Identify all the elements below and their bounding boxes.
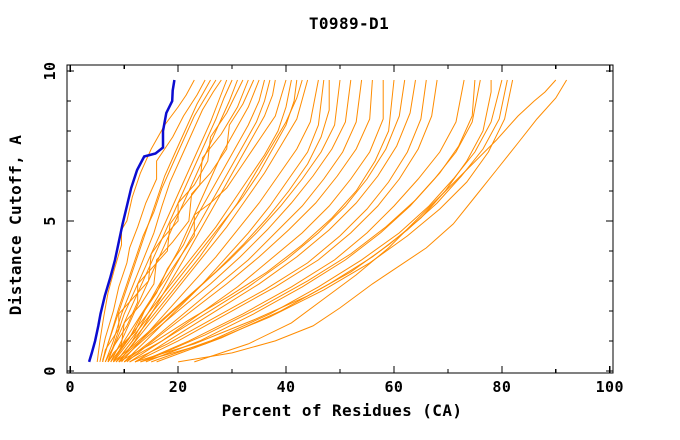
x-tick-label: 20 <box>169 378 188 396</box>
curve-model-29 <box>118 79 395 363</box>
curve-reference-model-blue <box>87 79 176 363</box>
curve-model-38 <box>156 79 508 363</box>
x-tick-label: 40 <box>277 378 296 396</box>
curve-model-23 <box>113 80 330 363</box>
curve-model-31 <box>134 79 416 363</box>
curve-model-09 <box>102 79 244 363</box>
curve-model-33 <box>134 79 438 363</box>
x-tick-label: 60 <box>385 378 404 396</box>
y-tick-label: 10 <box>41 62 59 81</box>
y-tick-label: 0 <box>41 366 59 375</box>
curve-model-01 <box>96 79 195 362</box>
curve-model-17 <box>110 79 292 363</box>
curve-model-02 <box>99 79 206 363</box>
curve-model-32 <box>129 79 427 363</box>
curve-model-21 <box>121 79 319 363</box>
curve-model-24 <box>115 79 341 363</box>
curve-model-30 <box>123 79 406 363</box>
curve-model-34 <box>140 79 465 363</box>
curve-model-10 <box>104 79 249 363</box>
y-tick-label: 5 <box>41 216 59 225</box>
curve-model-18 <box>113 79 298 363</box>
y-axis-label: Distance Cutoff, A <box>6 135 25 316</box>
curve-model-12 <box>112 79 260 363</box>
curve-model-35 <box>145 79 481 363</box>
curve-model-37 <box>151 79 503 363</box>
curve-model-40 <box>145 79 476 361</box>
chart-title: T0989-D1 <box>309 14 389 33</box>
curve-model-07 <box>107 79 233 361</box>
curve-model-27 <box>126 79 373 363</box>
tick-labels-layer: 0 20 40 60 80 100 0 5 10 <box>41 62 624 396</box>
curve-model-28 <box>129 80 384 363</box>
curve-model-19 <box>115 79 303 363</box>
curve-model-42 <box>178 79 568 363</box>
x-tick-label: 80 <box>492 378 511 396</box>
curve-model-04 <box>102 79 217 361</box>
curves-layer <box>87 79 568 363</box>
curve-model-05 <box>104 79 222 363</box>
curve-model-26 <box>123 79 363 363</box>
curve-model-06 <box>107 79 228 363</box>
curve-model-14 <box>115 79 271 363</box>
x-axis-label: Percent of Residues (CA) <box>222 401 463 420</box>
x-tick-label: 100 <box>596 378 624 396</box>
curve-model-11 <box>107 79 255 363</box>
x-tick-label: 0 <box>66 378 75 396</box>
curve-model-39 <box>140 79 514 363</box>
curve-model-25 <box>118 79 352 363</box>
curve-model-20 <box>118 79 309 363</box>
curve-model-41 <box>194 79 557 363</box>
tick-marks-layer <box>67 65 613 373</box>
